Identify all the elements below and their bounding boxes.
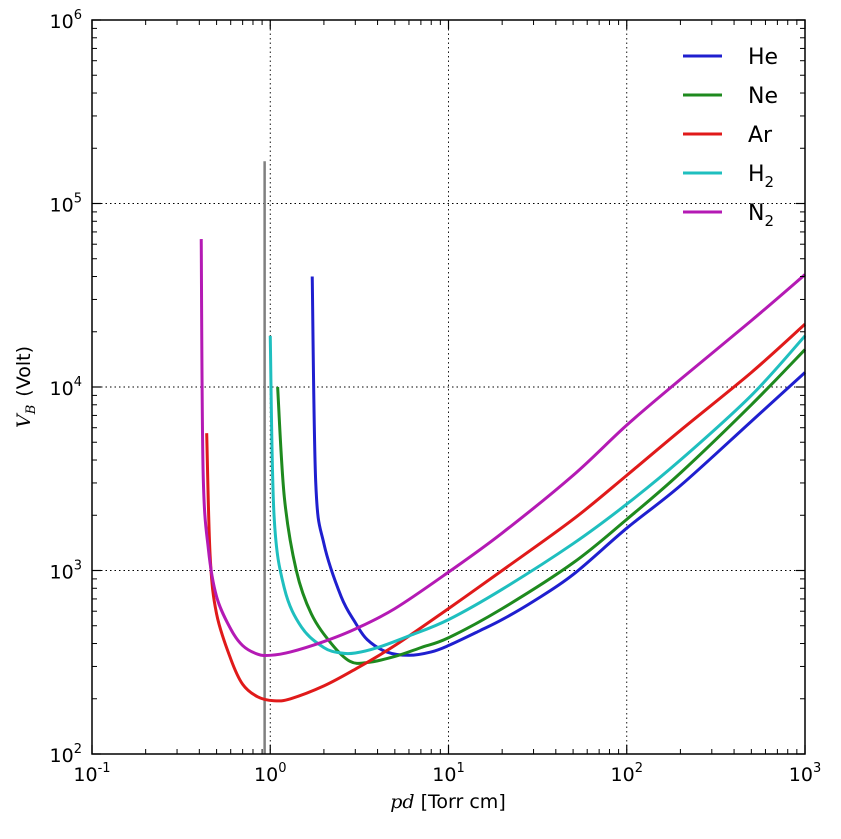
y-tick-label: 104 (50, 375, 82, 400)
x-tick-label: 10-1 (73, 761, 110, 786)
series-line-h2 (268, 334, 807, 656)
y-tick-label: 103 (50, 559, 82, 584)
y-tick-label: 105 (50, 192, 82, 217)
legend: He Ne Ar H2 N2 (683, 45, 778, 230)
y-tick-label: 106 (50, 8, 82, 33)
axis-ticks (91, 19, 806, 755)
series-line-ne (276, 348, 807, 665)
legend-label-ar: Ar (748, 123, 773, 148)
legend-label-h2: H2 (748, 162, 774, 191)
y-axis-label: VB(Volt) (13, 346, 39, 428)
x-tick-label: 100 (254, 761, 286, 786)
x-tick-label: 102 (611, 761, 643, 786)
x-tick-label: 101 (432, 761, 464, 786)
series-line-ar (205, 323, 807, 703)
legend-label-he: He (748, 45, 778, 70)
series-line-n2 (199, 239, 806, 658)
y-tick-label: 102 (50, 742, 82, 767)
legend-label-ne: Ne (748, 84, 778, 109)
x-axis-label: pd [Torr cm] (390, 791, 505, 813)
series-line-he (310, 276, 807, 657)
x-tick-label: 103 (789, 761, 821, 786)
axis-tick-labels: 10-1 100 101 102 103 102 103 104 105 106 (50, 8, 822, 786)
legend-label-n2: N2 (748, 201, 774, 230)
series-lines (199, 239, 807, 703)
